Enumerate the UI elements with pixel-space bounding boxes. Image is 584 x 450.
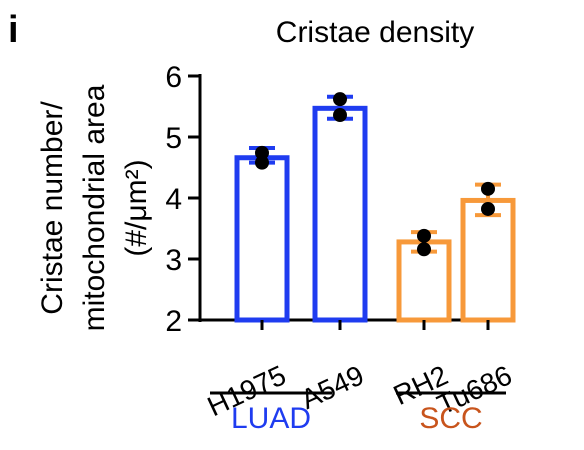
y-axis-label-line-2: mitochondrial area: [78, 84, 111, 331]
chart-title: Cristae density: [276, 16, 474, 49]
data-point-tu686: [481, 181, 495, 196]
data-point-a549: [333, 92, 347, 107]
bar-h1975: [234, 155, 290, 323]
y-tick-label: 2: [165, 305, 182, 338]
data-point-h1975: [255, 155, 269, 170]
panel-label: i: [8, 9, 19, 51]
y-axis-label-line-1: Cristae number/: [36, 101, 69, 315]
data-point-a549: [333, 108, 347, 123]
bar-tu686: [460, 197, 516, 323]
group-label-scc: SCC: [419, 402, 482, 435]
y-axis-label: Cristae number/ mitochondrial area (#/μm…: [36, 84, 153, 331]
y-tick-label: 5: [165, 122, 182, 155]
data-point-rh2: [417, 242, 431, 257]
data-point-h1975: [255, 145, 269, 160]
group-label-luad: LUAD: [231, 402, 311, 435]
y-tick-label: 4: [165, 183, 182, 216]
y-tick-label: 3: [165, 244, 182, 277]
bar-a549: [312, 105, 368, 323]
y-axis-label-line-3: (#/μm²): [120, 159, 153, 256]
data-point-tu686: [481, 201, 495, 216]
y-tick-label: 6: [165, 61, 182, 94]
data-point-rh2: [417, 228, 431, 243]
